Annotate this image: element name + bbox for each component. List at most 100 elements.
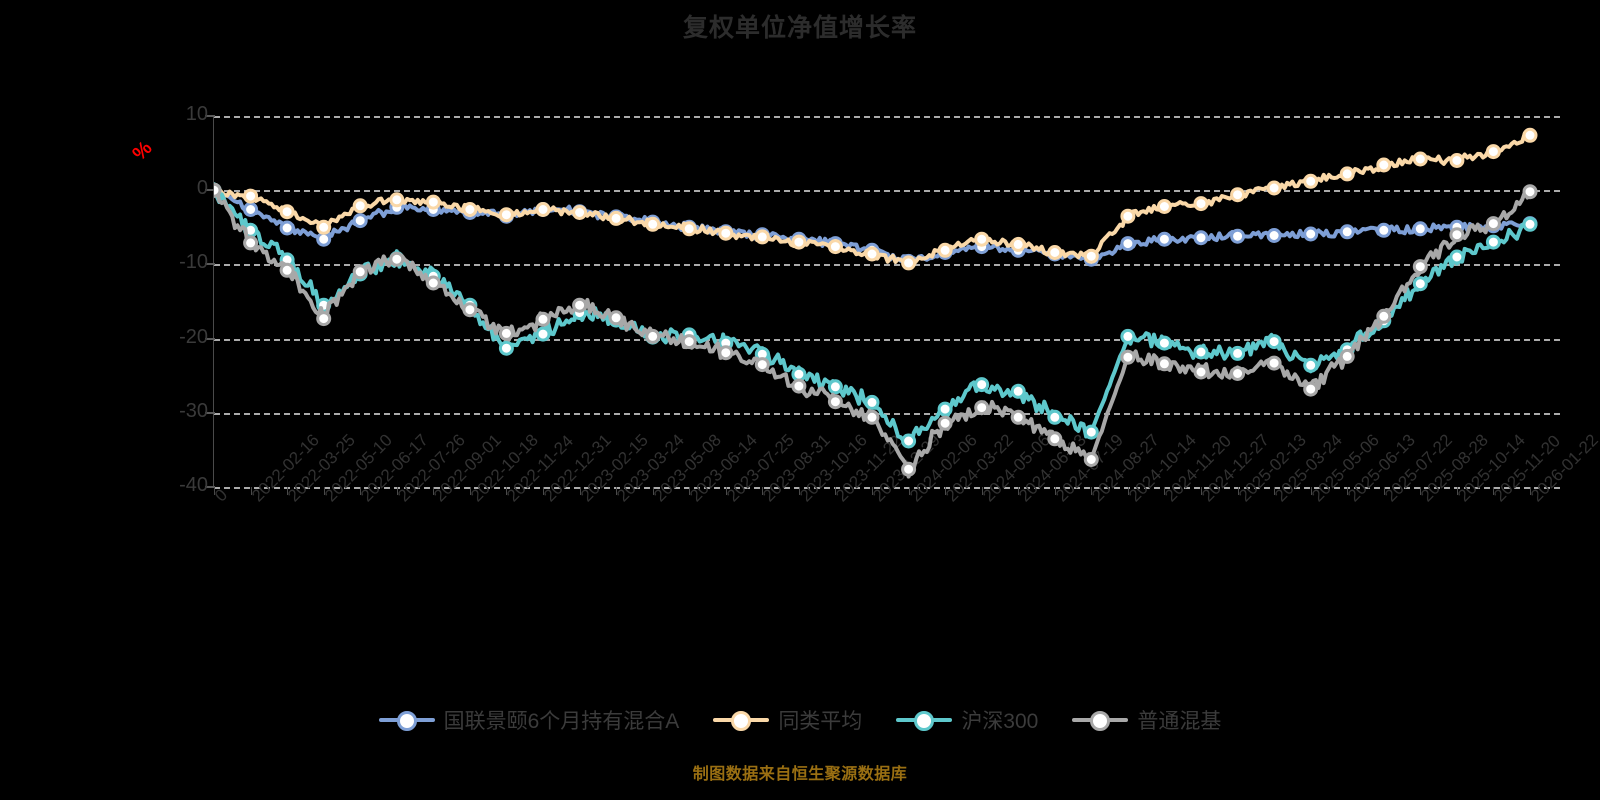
data-point-marker: [316, 219, 332, 235]
data-point-marker: [243, 188, 259, 204]
data-point-marker: [279, 204, 295, 220]
x-tick: [1456, 487, 1458, 495]
data-point-marker: [1230, 187, 1246, 203]
x-tick: [1347, 487, 1349, 495]
legend-label: 沪深300: [961, 710, 1039, 733]
gridline-0: [214, 190, 1560, 193]
legend-dot: [396, 711, 417, 731]
data-point-marker: [827, 379, 843, 395]
x-tick: [981, 487, 983, 495]
data-point-marker: [1083, 424, 1099, 440]
legend-item-4[interactable]: 普通混基: [1072, 705, 1221, 735]
data-point-marker: [681, 334, 697, 350]
gridline--30: [214, 412, 1560, 415]
data-point-marker: [279, 220, 295, 236]
gridline--20: [214, 338, 1560, 341]
chart-plot-area: [214, 127, 1538, 479]
data-point-marker: [937, 401, 953, 417]
x-tick: [872, 487, 873, 495]
data-point-marker: [937, 415, 953, 431]
legend-dot: [1090, 711, 1111, 731]
data-point-marker: [901, 255, 917, 271]
data-point-marker: [974, 400, 990, 416]
data-point-marker: [316, 231, 332, 247]
data-point-marker: [352, 213, 368, 229]
legend-label: 同类平均: [778, 710, 863, 733]
data-point-marker: [352, 198, 368, 214]
data-point-marker: [1156, 356, 1172, 372]
x-tick: [1420, 487, 1422, 495]
y-tick-label: -40: [179, 474, 208, 496]
data-point-marker: [1083, 248, 1099, 264]
data-point-marker: [425, 275, 441, 291]
data-point-marker: [1193, 230, 1209, 246]
data-point-marker: [1303, 226, 1319, 242]
data-point-marker: [1156, 199, 1172, 214]
data-point-marker: [572, 297, 588, 313]
data-point-marker: [1412, 151, 1428, 167]
data-point-marker: [279, 262, 295, 278]
x-tick: [1274, 487, 1276, 495]
y-tick-label: -30: [179, 399, 208, 422]
data-point-marker: [535, 202, 551, 217]
data-point-marker: [462, 302, 478, 318]
x-tick: [433, 487, 435, 495]
data-point-marker: [1230, 366, 1246, 381]
gridline-10: [214, 116, 1560, 118]
x-tick: [616, 487, 618, 495]
y-tick-label: 10: [185, 103, 208, 125]
data-point-marker: [498, 340, 514, 356]
data-point-marker: [1266, 228, 1282, 243]
data-point-marker: [1303, 173, 1319, 189]
legend-dot: [914, 711, 935, 731]
x-tick: [1310, 487, 1312, 495]
data-point-marker: [1047, 245, 1063, 260]
y-tick-label: -20: [179, 325, 208, 348]
y-axis-line: [213, 116, 214, 487]
data-point-marker: [1303, 381, 1319, 397]
data-point-marker: [1120, 328, 1136, 344]
legend-marker-icon: [713, 709, 770, 731]
legend-item-3[interactable]: 沪深300: [896, 705, 1038, 735]
data-point-marker: [1485, 216, 1501, 232]
x-tick: [396, 487, 398, 495]
series-4: [214, 182, 1538, 479]
data-point-marker: [1376, 157, 1392, 173]
data-point-marker: [1522, 127, 1538, 143]
data-point-marker: [425, 194, 441, 210]
data-point-marker: [1193, 196, 1209, 212]
data-point-marker: [1303, 357, 1319, 373]
x-tick: [543, 487, 544, 495]
x-tick: [1493, 487, 1495, 495]
data-point-marker: [864, 409, 880, 425]
data-point-marker: [1047, 431, 1063, 447]
data-point-marker: [1266, 180, 1282, 196]
data-point-marker: [974, 377, 990, 393]
data-point-marker: [1230, 228, 1246, 244]
chart-legend: 国联景颐6个月持有混合A 同类平均 沪深300 普通混基: [0, 700, 1600, 740]
gridline--40: [214, 487, 1560, 489]
data-point-marker: [1083, 452, 1099, 467]
legend-item-1[interactable]: 国联景颐6个月持有混合A: [378, 705, 679, 735]
data-point-marker: [1230, 345, 1246, 361]
y-tick-10: [205, 115, 215, 117]
data-point-marker: [608, 210, 624, 226]
y-tick--30: [205, 411, 215, 414]
data-point-marker: [389, 192, 405, 208]
data-point-marker: [1339, 224, 1355, 240]
series-3: [214, 182, 1538, 449]
x-tick: [762, 487, 764, 495]
data-point-marker: [1449, 249, 1465, 265]
data-point-marker: [608, 310, 624, 326]
x-tick: [1127, 487, 1129, 495]
legend-dot: [731, 711, 752, 731]
x-tick: [360, 487, 362, 495]
x-tick: [250, 487, 252, 495]
data-point-marker: [1522, 216, 1538, 232]
data-point-marker: [1522, 184, 1538, 200]
x-tick: [506, 487, 508, 495]
legend-item-2[interactable]: 同类平均: [713, 705, 862, 735]
x-tick: [1201, 487, 1202, 495]
data-point-marker: [1376, 222, 1392, 238]
x-tick: [908, 487, 910, 495]
